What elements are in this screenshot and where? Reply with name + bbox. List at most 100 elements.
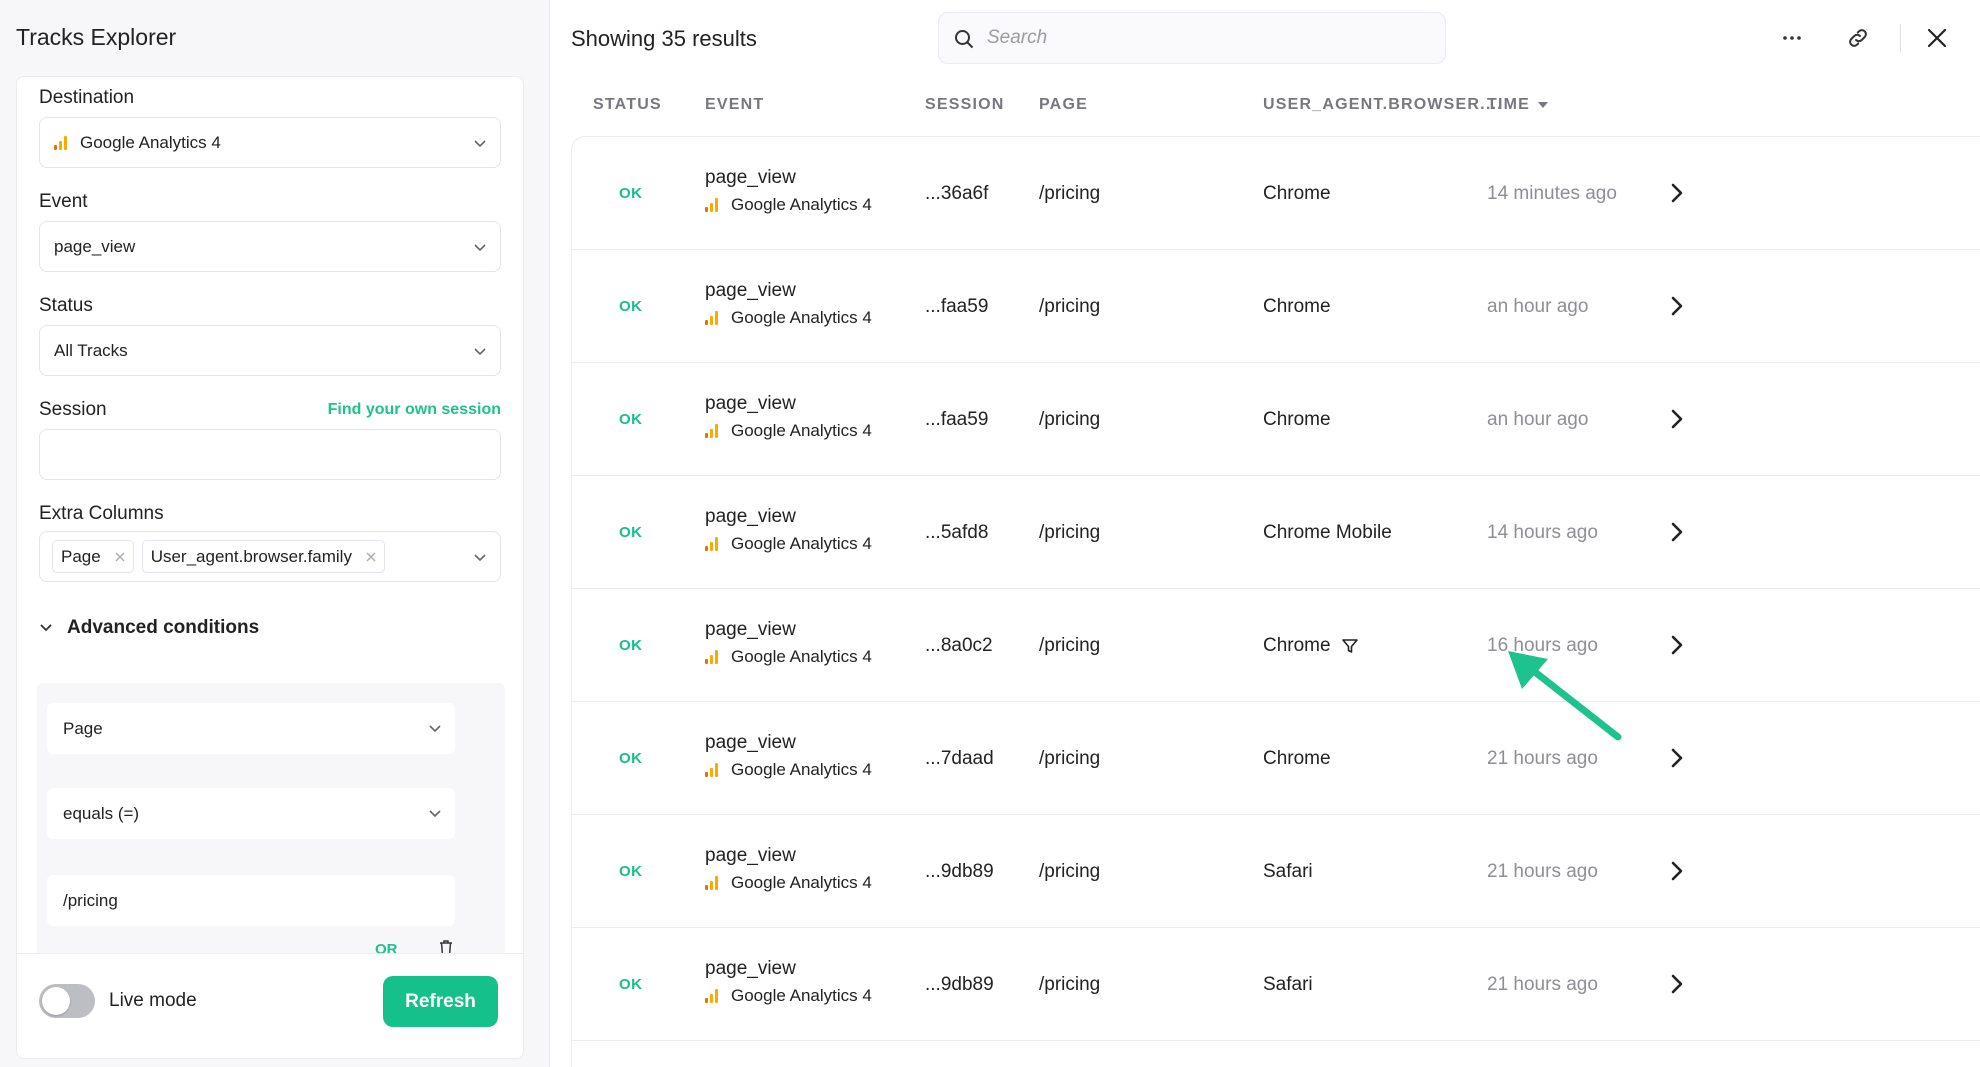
sort-descending-icon (1538, 101, 1549, 108)
chevron-down-icon (40, 624, 52, 632)
table-row[interactable]: OK page_view Google Analytics 4 ...faa59… (571, 250, 1980, 363)
advanced-conditions-toggle[interactable]: Advanced conditions (39, 617, 259, 639)
browser-cell[interactable]: Chrome (1263, 635, 1359, 657)
browser-cell[interactable]: Chrome (1263, 183, 1331, 205)
page-path: /pricing (1039, 635, 1101, 656)
session-label: Session (39, 399, 107, 420)
chevron-right-icon[interactable] (1665, 633, 1689, 657)
refresh-button[interactable]: Refresh (383, 976, 498, 1027)
browser-cell[interactable]: Chrome (1263, 748, 1331, 770)
event-name: page_view (705, 732, 796, 753)
chevron-down-icon (474, 244, 486, 252)
extra-columns-label: Extra Columns (39, 503, 164, 524)
column-tag-page[interactable]: Page (52, 540, 134, 573)
page-path: /pricing (1039, 861, 1101, 882)
table-header: STATUS EVENT SESSION PAGE USER_AGENT.BRO… (551, 96, 1980, 120)
chevron-right-icon[interactable] (1665, 746, 1689, 770)
event-time: 21 hours ago (1487, 974, 1598, 995)
column-header-time[interactable]: TIME (1487, 96, 1549, 114)
session-id: ...9db89 (925, 861, 994, 882)
chevron-right-icon[interactable] (1665, 520, 1689, 544)
column-tag-browser-family[interactable]: User_agent.browser.family (141, 540, 385, 573)
table-row[interactable]: OK page_view Google Analytics 4 ...7daad… (571, 702, 1980, 815)
event-label: Event (39, 191, 88, 212)
search-input[interactable]: Search (938, 12, 1446, 64)
column-header-browser[interactable]: USER_AGENT.BROWSER.... (1263, 96, 1503, 113)
session-id: ...5afd8 (925, 522, 989, 543)
column-header-status[interactable]: STATUS (593, 96, 662, 113)
filter-icon[interactable] (1341, 637, 1359, 655)
remove-tag-icon[interactable] (115, 552, 125, 562)
live-mode-toggle[interactable] (39, 984, 95, 1018)
event-name: page_view (705, 506, 796, 527)
browser-cell[interactable]: Safari (1263, 974, 1313, 996)
column-tag-label: Page (61, 546, 101, 566)
google-analytics-icon (705, 311, 719, 325)
column-header-event[interactable]: EVENT (705, 96, 765, 113)
condition-field-select[interactable]: Page (47, 703, 455, 754)
destination-value: Google Analytics 4 (80, 132, 221, 152)
session-input[interactable] (39, 429, 501, 480)
browser-name: Safari (1263, 974, 1313, 995)
close-icon[interactable] (1925, 26, 1949, 50)
event-time: 14 hours ago (1487, 522, 1598, 543)
results-table (571, 136, 1980, 1067)
browser-name: Chrome Mobile (1263, 522, 1392, 543)
google-analytics-icon (54, 135, 68, 150)
status-badge: OK (619, 185, 643, 202)
status-badge: OK (619, 637, 643, 654)
event-destination: Google Analytics 4 (705, 195, 872, 215)
chevron-right-icon[interactable] (1665, 294, 1689, 318)
table-row[interactable]: OK page_view Google Analytics 4 ...9db89… (571, 928, 1980, 1041)
destination-name: Google Analytics 4 (731, 534, 872, 553)
browser-cell[interactable]: Chrome (1263, 296, 1331, 318)
condition-value-input[interactable]: /pricing (47, 875, 455, 926)
table-row[interactable]: OK page_view Google Analytics 4 ...9db89… (571, 815, 1980, 928)
event-time: 21 hours ago (1487, 861, 1598, 882)
toolbar-divider (1900, 24, 1901, 52)
chevron-right-icon[interactable] (1665, 972, 1689, 996)
destination-name: Google Analytics 4 (731, 421, 872, 440)
search-icon (955, 30, 974, 49)
condition-operator-select[interactable]: equals (=) (47, 788, 455, 839)
column-header-time-label: TIME (1487, 96, 1531, 113)
event-name: page_view (705, 167, 796, 188)
live-mode-label: Live mode (109, 990, 197, 1011)
browser-cell[interactable]: Chrome Mobile (1263, 522, 1392, 544)
find-own-session-link[interactable]: Find your own session (327, 401, 501, 418)
column-header-page[interactable]: PAGE (1039, 96, 1088, 113)
browser-name: Chrome (1263, 296, 1331, 317)
column-tag-label: User_agent.browser.family (150, 546, 352, 566)
event-name: page_view (705, 619, 796, 640)
browser-cell[interactable]: Chrome (1263, 409, 1331, 431)
status-badge: OK (619, 750, 643, 767)
status-badge: OK (619, 976, 643, 993)
remove-tag-icon[interactable] (366, 552, 376, 562)
destination-select[interactable]: Google Analytics 4 (39, 117, 501, 168)
table-row[interactable]: OK page_view Google Analytics 4 ...36a6f… (571, 137, 1980, 250)
status-select[interactable]: All Tracks (39, 325, 501, 376)
destination-name: Google Analytics 4 (731, 986, 872, 1005)
event-destination: Google Analytics 4 (705, 647, 872, 667)
page-path: /pricing (1039, 748, 1101, 769)
results-count: Showing 35 results (571, 26, 757, 51)
link-icon[interactable] (1846, 26, 1870, 50)
chevron-right-icon[interactable] (1665, 181, 1689, 205)
event-select[interactable]: page_view (39, 221, 501, 272)
destination-label: Destination (39, 87, 135, 108)
results-panel: Showing 35 results Search STATUS EVENT S… (551, 0, 1980, 1067)
more-icon[interactable] (1780, 26, 1804, 50)
table-row[interactable]: OK page_view Google Analytics 4 ...5afd8… (571, 476, 1980, 589)
column-header-session[interactable]: SESSION (925, 96, 1005, 113)
sidebar-footer: Live mode Refresh (17, 953, 523, 1058)
browser-cell[interactable]: Safari (1263, 861, 1313, 883)
session-id: ...faa59 (925, 409, 989, 430)
chevron-right-icon[interactable] (1665, 859, 1689, 883)
chevron-right-icon[interactable] (1665, 407, 1689, 431)
table-row[interactable]: OK page_view Google Analytics 4 ...faa59… (571, 363, 1980, 476)
app-title: Tracks Explorer (16, 24, 177, 50)
search-placeholder: Search (987, 27, 1048, 48)
table-row[interactable]: OK page_view Google Analytics 4 ...8a0c2… (571, 589, 1980, 702)
extra-columns-select[interactable]: Page User_agent.browser.family (39, 531, 501, 582)
event-name: page_view (705, 958, 796, 979)
